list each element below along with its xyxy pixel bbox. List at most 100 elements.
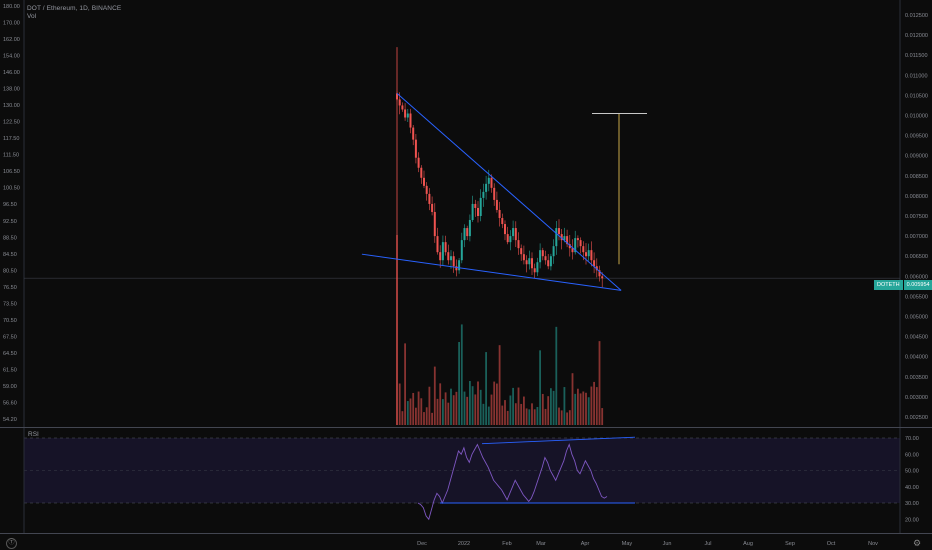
volume-bar (501, 405, 504, 425)
candle-body (576, 238, 579, 241)
right-axis-tick: 0.011000 (905, 73, 928, 79)
candle-body (506, 234, 509, 243)
candle-body (595, 266, 598, 271)
volume-bar (593, 381, 595, 425)
volume-bar (590, 386, 593, 425)
right-axis-tick: 0.012500 (905, 13, 928, 19)
volume-bar (517, 387, 520, 425)
candle-body (555, 228, 558, 247)
volume-bar (490, 394, 493, 425)
left-axis-tick: 111.50 (3, 153, 19, 159)
candle-body (582, 246, 585, 253)
candle-body (566, 236, 569, 245)
candle-body (531, 258, 533, 269)
price-chart[interactable]: 180.00 170.00 162.00 154.00 146.00 138.00 130.… (0, 0, 932, 428)
candle-body (487, 177, 490, 184)
candle-body (444, 242, 447, 253)
volume-bar (447, 402, 450, 425)
candle-body (417, 157, 420, 168)
volume-bar (398, 383, 401, 425)
price-tag-value: 0.005954 (903, 280, 932, 290)
volume-bar (587, 397, 590, 425)
tradingview-logo-icon[interactable]: Ⓣ (6, 538, 17, 549)
candle-body (479, 197, 482, 216)
candle-body (409, 113, 412, 128)
time-axis[interactable]: Dec 2022 Feb Mar Apr May Jun Jul Aug Sep Oct Nov (0, 534, 932, 550)
rsi-label[interactable]: RSI (28, 431, 39, 438)
volume-bar (452, 395, 455, 425)
candle-body (549, 256, 552, 267)
volume-bar (520, 403, 523, 425)
volume-bar (509, 395, 512, 425)
volume-bar (601, 408, 604, 425)
candle-body (522, 254, 525, 261)
left-axis-tick: 84.50 (3, 252, 17, 258)
time-axis-label: 2022 (458, 541, 470, 547)
volume-bar (460, 324, 463, 425)
candle-body (512, 228, 515, 237)
volume-bar (433, 366, 436, 425)
time-axis-label: Mar (536, 541, 546, 547)
candle-body (490, 177, 493, 188)
candle-body (401, 105, 404, 110)
candle-body (423, 177, 425, 186)
candle-body (463, 228, 466, 241)
left-axis-tick: 146.00 (3, 70, 20, 76)
volume-bar (498, 345, 501, 425)
candle-body (482, 191, 485, 198)
right-axis-tick: 0.008000 (905, 194, 928, 200)
right-axis-tick: 0.005000 (905, 315, 928, 321)
volume-bar (493, 381, 496, 425)
candle-body (533, 268, 536, 273)
volume-bar (417, 391, 420, 425)
volume-bar (506, 410, 509, 425)
volume-bar (571, 373, 574, 425)
volume-bar (420, 398, 423, 425)
left-axis-tick: 130.00 (3, 103, 20, 109)
candle-body (601, 276, 604, 279)
left-axis-tick: 61.50 (3, 367, 17, 373)
candle-body (412, 127, 415, 140)
volume-bar (436, 398, 439, 425)
volume-bar (555, 326, 558, 425)
right-axis-tick: 0.003000 (905, 395, 928, 401)
candle-body (563, 236, 566, 241)
volume-bar (466, 396, 469, 425)
candle-body (517, 240, 520, 249)
candle-body (398, 99, 401, 106)
candle-body (396, 93, 398, 100)
price-tag-symbol: DOTETH (874, 280, 903, 290)
symbol-title[interactable]: DOT / Ethereum, 1D, BINANCE (27, 5, 122, 12)
candle-body (471, 203, 474, 221)
candle-body (452, 256, 455, 267)
candle-body (474, 203, 477, 208)
gear-icon[interactable]: ⚙ (912, 538, 922, 548)
volume-bar (485, 352, 487, 425)
candle-body (458, 260, 461, 271)
rsi-axis-tick: 50.00 (905, 469, 919, 475)
volume-bar (566, 412, 568, 425)
candle-body (547, 260, 550, 267)
volume-bar (474, 394, 477, 425)
candle-body (541, 250, 544, 257)
volume-bar (579, 393, 582, 425)
volume-bar (496, 383, 498, 425)
left-axis-tick: 117.50 (3, 136, 19, 142)
volume-bar (455, 391, 458, 425)
volume-bar (512, 387, 514, 425)
left-axis-tick: 59.00 (3, 384, 17, 390)
volume-label[interactable]: Vol (27, 13, 37, 20)
rsi-chart[interactable]: 70.00 60.00 50.00 40.00 30.00 20.00 (0, 428, 932, 534)
right-axis-tick: 0.012000 (905, 33, 928, 39)
candle-body (414, 139, 417, 158)
time-axis-label: Apr (581, 541, 590, 547)
candle-body (544, 256, 547, 261)
volume-bar (585, 392, 587, 425)
time-axis-label: Jun (663, 541, 672, 547)
volume-bar (469, 381, 471, 425)
candle-body (598, 270, 601, 277)
time-axis-label: Jul (704, 541, 711, 547)
volume-bar (558, 407, 560, 425)
left-axis-tick: 162.00 (3, 37, 20, 43)
rsi-axis-tick: 60.00 (905, 452, 919, 458)
